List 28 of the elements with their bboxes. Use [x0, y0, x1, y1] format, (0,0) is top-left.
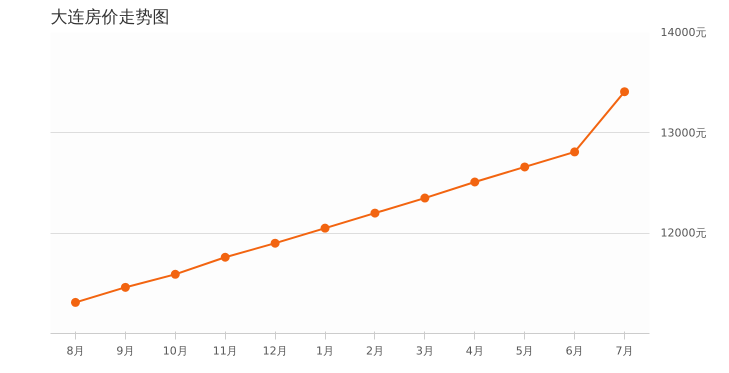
point [620, 87, 630, 96]
y-tick-label: 12000元 [660, 226, 706, 240]
point [220, 252, 230, 262]
y-tick-label: 14000元 [660, 26, 706, 39]
x-tick-label: 11月 [212, 344, 238, 358]
point [470, 178, 480, 186]
point [170, 270, 180, 279]
x-tick-label: 10月 [162, 344, 188, 358]
x-tick-label: 12月 [262, 344, 288, 358]
point [370, 208, 380, 218]
point [120, 282, 130, 292]
x-tick-label: 3月 [416, 344, 434, 358]
x-tick-label: 1月 [316, 344, 334, 358]
point [520, 162, 530, 172]
x-tick-label: 2月 [366, 344, 384, 358]
point [320, 224, 330, 233]
point [270, 238, 280, 248]
x-tick-label: 9月 [116, 344, 134, 358]
x-tick-label: 5月 [516, 344, 534, 358]
x-tick-label: 7月 [616, 344, 634, 358]
x-tick-label: 6月 [566, 344, 584, 358]
chart-title: 大连房价走势图 [50, 8, 170, 28]
point [420, 194, 430, 203]
x-tick-label: 8月 [66, 344, 84, 358]
point [570, 147, 580, 156]
point [70, 298, 80, 307]
y-tick-label: 13000元 [660, 126, 706, 140]
x-tick-label: 4月 [466, 344, 484, 358]
